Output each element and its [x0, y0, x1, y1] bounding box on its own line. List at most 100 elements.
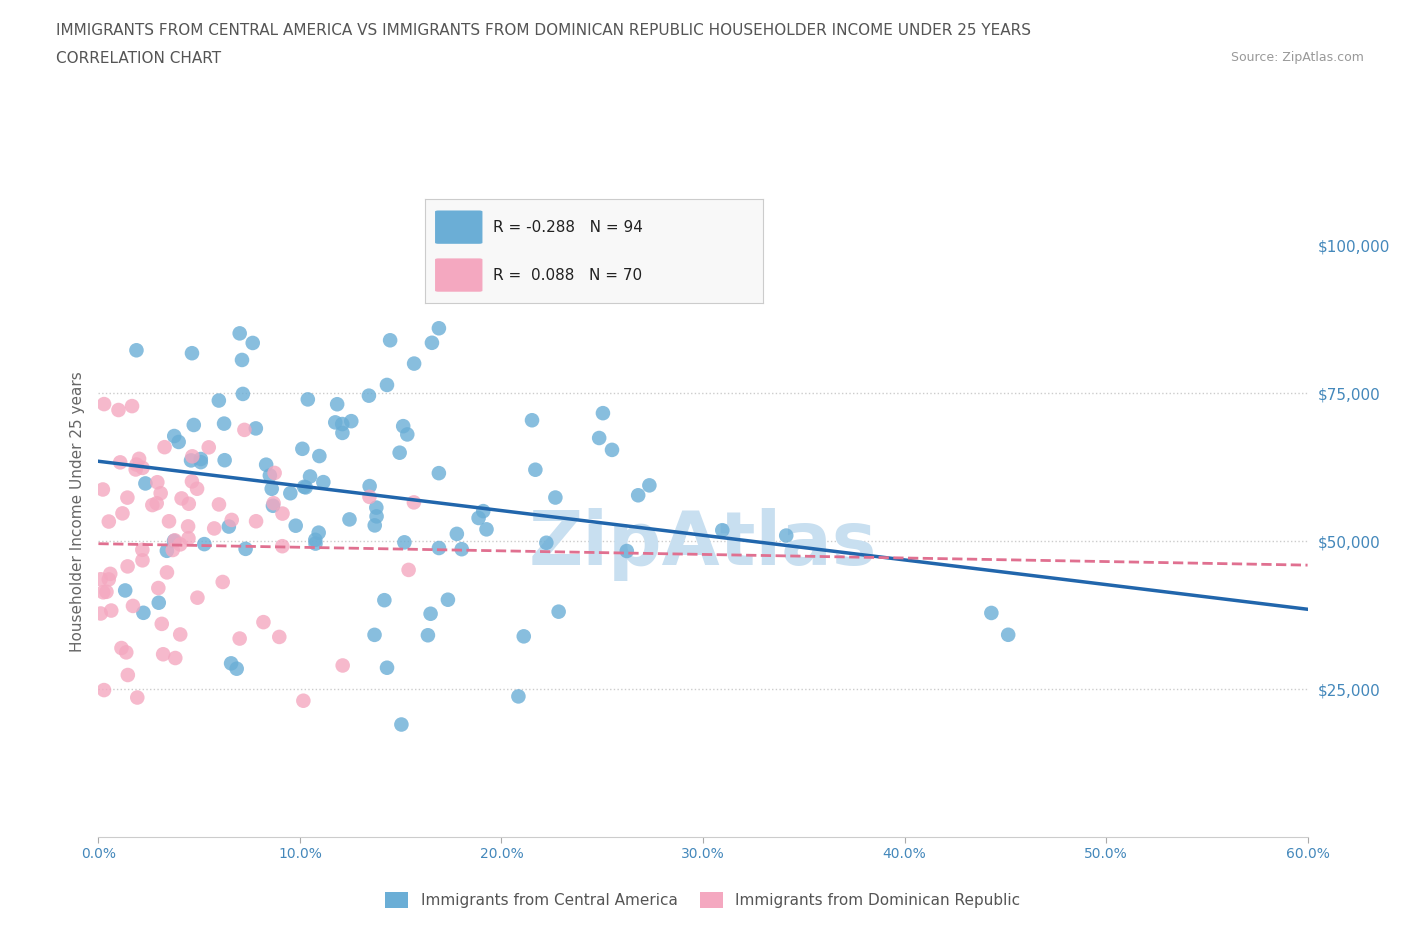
Point — [299, 469, 322, 484]
Point — [450, 542, 472, 557]
Point — [427, 466, 450, 481]
Point — [96, 584, 118, 599]
Point — [263, 496, 285, 511]
Legend: Immigrants from Central America, Immigrants from Dominican Republic: Immigrants from Central America, Immigra… — [380, 885, 1026, 914]
Point — [544, 490, 567, 505]
Point — [121, 399, 143, 414]
Point — [108, 455, 131, 470]
Point — [997, 628, 1019, 643]
Point — [219, 656, 242, 671]
Point — [252, 615, 274, 630]
Point — [271, 506, 294, 521]
Point — [419, 606, 441, 621]
Point — [148, 580, 170, 595]
Point — [278, 485, 301, 500]
Point — [592, 405, 614, 420]
Point — [197, 440, 219, 455]
Point — [513, 629, 536, 644]
Point — [177, 497, 200, 512]
Point — [212, 416, 235, 431]
Point — [100, 604, 122, 618]
Point — [211, 575, 233, 590]
Point — [245, 513, 267, 528]
Point — [93, 397, 115, 412]
Point — [134, 476, 156, 491]
Point — [446, 526, 468, 541]
Point — [186, 482, 208, 497]
Point — [163, 533, 186, 548]
Point — [157, 514, 180, 529]
Point — [980, 605, 1002, 620]
Point — [190, 455, 212, 470]
Point — [378, 333, 401, 348]
Point — [364, 518, 387, 533]
Point — [145, 496, 167, 511]
Point — [202, 521, 225, 536]
Point — [291, 442, 314, 457]
Point — [169, 627, 191, 642]
Point — [262, 498, 284, 513]
Point — [588, 431, 610, 445]
Point — [402, 495, 425, 510]
Point — [98, 566, 121, 581]
Point — [297, 392, 319, 406]
Point — [467, 511, 489, 525]
Point — [163, 534, 186, 549]
Point — [181, 449, 204, 464]
Point — [91, 585, 114, 600]
Point — [366, 500, 388, 515]
Point — [97, 572, 120, 587]
Point — [263, 466, 285, 481]
Point — [169, 537, 191, 551]
Point — [520, 413, 543, 428]
Point — [127, 690, 149, 705]
Text: IMMIGRANTS FROM CENTRAL AMERICA VS IMMIGRANTS FROM DOMINICAN REPUBLIC HOUSEHOLDE: IMMIGRANTS FROM CENTRAL AMERICA VS IMMIG… — [56, 23, 1031, 38]
Point — [330, 417, 353, 432]
Point — [398, 563, 420, 578]
Point — [304, 536, 326, 551]
Point — [308, 525, 330, 540]
Point — [114, 583, 136, 598]
Point — [416, 628, 439, 643]
Point — [711, 523, 734, 538]
Point — [304, 532, 326, 547]
Point — [259, 468, 281, 483]
Point — [181, 474, 204, 489]
Text: Source: ZipAtlas.com: Source: ZipAtlas.com — [1230, 51, 1364, 64]
Point — [231, 352, 253, 367]
Point — [339, 512, 361, 526]
Point — [228, 631, 250, 646]
Y-axis label: Householder Income Under 25 years: Householder Income Under 25 years — [69, 371, 84, 652]
Point — [396, 427, 419, 442]
Point — [208, 497, 231, 512]
Point — [235, 541, 257, 556]
Point — [90, 606, 112, 621]
Point — [128, 451, 150, 466]
Point — [340, 414, 363, 429]
Point — [394, 535, 416, 550]
Point — [616, 543, 638, 558]
Point — [404, 356, 426, 371]
Point — [115, 644, 138, 659]
Point — [132, 605, 155, 620]
Point — [284, 518, 307, 533]
Point — [508, 689, 530, 704]
Point — [218, 519, 240, 534]
Point — [153, 440, 176, 455]
Point — [163, 429, 186, 444]
Point — [125, 458, 148, 472]
Point — [181, 346, 204, 361]
Point — [292, 479, 315, 494]
Point — [221, 512, 243, 527]
Point — [357, 388, 380, 403]
Point — [627, 488, 650, 503]
Point — [193, 537, 215, 551]
Point — [437, 592, 460, 607]
Point — [242, 336, 264, 351]
Point — [131, 553, 153, 568]
Point — [131, 542, 153, 557]
Point — [156, 565, 179, 579]
Point — [392, 418, 415, 433]
Point — [111, 506, 134, 521]
Point — [260, 482, 283, 497]
